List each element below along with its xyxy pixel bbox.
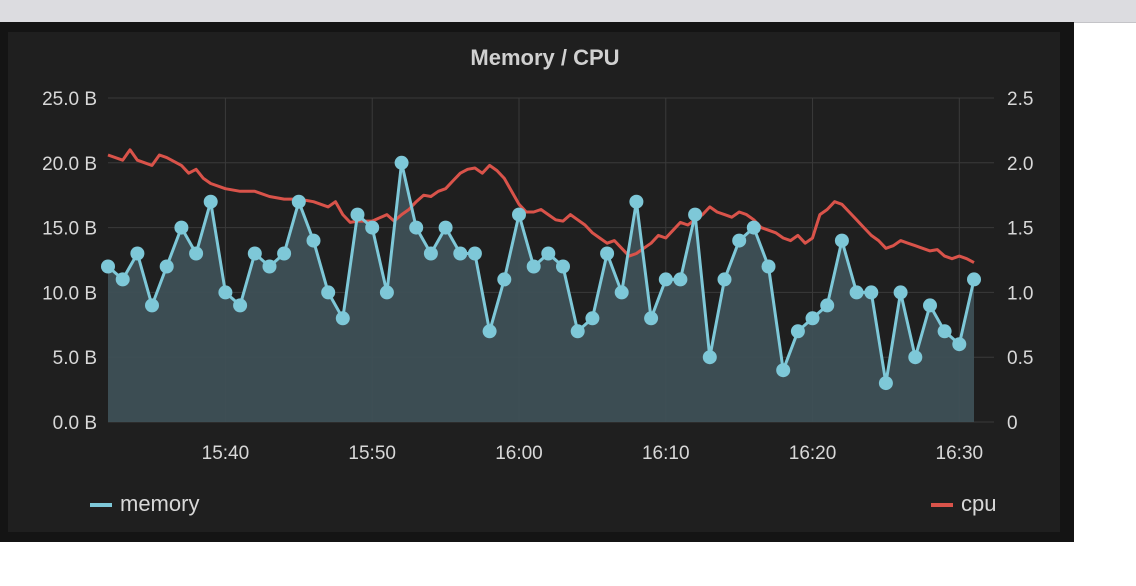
legend: memory cpu (90, 491, 996, 516)
memory-data-point (291, 194, 306, 209)
axis-ticks: 0.0 B 5.0 B 10.0 B 15.0 B 20.0 B 25.0 B 0 0.5 1.… (42, 89, 1033, 464)
memory-data-point (218, 285, 233, 300)
memory-data-point (923, 298, 937, 313)
legend-memory-label: memory (120, 491, 199, 516)
y-left-tick-label: 25.0 B (42, 89, 97, 110)
memory-points (101, 155, 981, 391)
memory-data-point (130, 246, 145, 261)
x-tick-label: 16:10 (642, 443, 690, 464)
chart-title: Memory / CPU (470, 45, 619, 70)
memory-data-point (335, 311, 350, 326)
y-left-tick-label: 5.0 B (53, 348, 97, 369)
memory-data-point (277, 246, 292, 261)
memory-data-point (233, 298, 248, 313)
memory-data-point (453, 246, 468, 261)
memory-data-point (159, 259, 174, 274)
memory-data-point (512, 207, 526, 222)
memory-data-point (467, 246, 482, 261)
memory-data-point (541, 246, 556, 261)
memory-data-point (761, 259, 776, 274)
memory-data-point (556, 259, 570, 274)
memory-data-point (776, 363, 791, 378)
memory-data-point (423, 246, 438, 261)
memory-data-point (189, 246, 204, 261)
y-right-tick-label: 0.5 (1007, 348, 1033, 369)
y-right-tick-label: 2.0 (1007, 154, 1033, 175)
memory-data-point (409, 220, 424, 235)
memory-data-point (262, 259, 277, 274)
y-right-tick-label: 1.5 (1007, 219, 1033, 240)
memory-data-point (746, 220, 761, 235)
memory-data-point (717, 272, 732, 287)
memory-series-line (107, 161, 976, 385)
memory-area-fill (108, 162, 974, 423)
x-tick-label: 16:30 (936, 443, 984, 464)
memory-data-point (702, 350, 717, 365)
memory-data-point (834, 233, 849, 248)
memory-data-point (585, 311, 600, 326)
memory-data-point (174, 220, 189, 235)
y-left-tick-label: 15.0 B (42, 219, 97, 240)
memory-data-point (614, 285, 629, 300)
y-left-tick-label: 0.0 B (53, 413, 97, 434)
memory-data-point (644, 311, 659, 326)
memory-data-point (570, 324, 585, 339)
memory-data-point (878, 376, 893, 391)
memory-data-point (247, 246, 262, 261)
memory-data-point (600, 246, 615, 261)
memory-data-point (937, 324, 952, 339)
memory-data-point (145, 298, 159, 313)
memory-data-point (820, 298, 835, 313)
y-right-tick-label: 1.0 (1007, 283, 1033, 304)
y-left-tick-label: 20.0 B (42, 154, 97, 175)
memory-data-point (908, 350, 923, 365)
x-tick-label: 16:00 (495, 443, 543, 464)
memory-data-point (952, 337, 967, 352)
memory-data-point (629, 194, 644, 209)
y-left-tick-label: 10.0 B (42, 283, 97, 304)
memory-data-point (101, 259, 115, 274)
memory-data-point (482, 324, 497, 339)
x-tick-label: 16:20 (789, 443, 837, 464)
memory-data-point (864, 285, 879, 300)
memory-data-point (306, 233, 321, 248)
memory-data-point (203, 194, 218, 209)
memory-data-point (321, 285, 336, 300)
memory-data-point (688, 207, 703, 222)
x-tick-label: 15:50 (348, 443, 396, 464)
memory-data-point (350, 207, 365, 222)
memory-data-point (115, 272, 130, 287)
memory-data-point (732, 233, 747, 248)
memory-data-point (379, 285, 394, 300)
memory-data-point (526, 259, 541, 274)
memory-data-point (805, 311, 820, 326)
memory-data-point (365, 220, 380, 235)
legend-cpu-label: cpu (961, 491, 996, 516)
memory-data-point (790, 324, 805, 339)
memory-data-point (893, 285, 908, 300)
memory-data-point (673, 272, 688, 287)
y-right-tick-label: 2.5 (1007, 89, 1033, 110)
y-right-tick-label: 0 (1007, 413, 1018, 434)
cpu-series-line (107, 148, 975, 264)
memory-data-point (967, 272, 981, 287)
x-tick-label: 15:40 (202, 443, 250, 464)
memory-data-point (658, 272, 673, 287)
memory-data-point (438, 220, 453, 235)
memory-data-point (497, 272, 512, 287)
memory-data-point (394, 155, 409, 170)
memory-data-point (849, 285, 864, 300)
